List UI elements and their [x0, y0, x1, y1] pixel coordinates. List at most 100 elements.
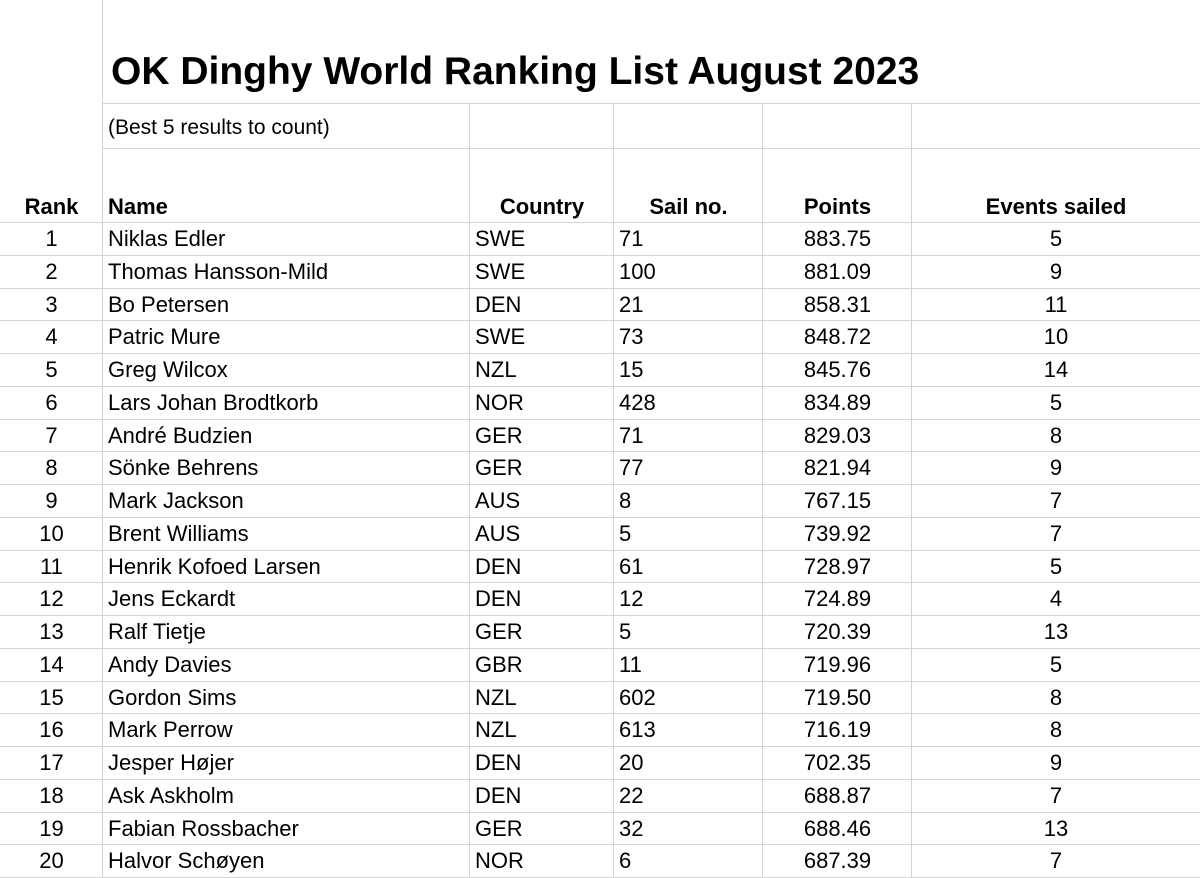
table-cell: Jesper Højer	[108, 750, 234, 775]
table-cell: 3	[45, 292, 58, 317]
table-cell: 428	[619, 390, 656, 415]
column-header: Events sailed	[985, 194, 1127, 219]
row-divider	[0, 451, 1200, 452]
table-cell: NOR	[475, 390, 524, 415]
table-cell: 5	[1049, 554, 1063, 579]
table-cell: 834.89	[803, 390, 872, 415]
row-divider	[0, 353, 1200, 354]
table-cell: 32	[619, 816, 644, 841]
sheet-subtitle: (Best 5 results to count)	[108, 116, 330, 139]
table-cell: 8	[619, 488, 632, 513]
table-cell: 821.94	[803, 455, 872, 480]
table-cell: 15	[39, 685, 64, 710]
table-cell: 18	[39, 783, 64, 808]
table-cell: 12	[619, 586, 644, 611]
table-cell: AUS	[475, 521, 521, 546]
row-divider	[0, 419, 1200, 420]
row-divider	[0, 812, 1200, 813]
table-cell: GER	[475, 423, 523, 448]
sheet-title: OK Dinghy World Ranking List August 2023	[111, 50, 920, 93]
table-cell: 5	[1049, 652, 1063, 677]
table-cell: 7	[45, 423, 58, 448]
table-cell: AUS	[475, 488, 521, 513]
table-cell: DEN	[475, 554, 522, 579]
table-cell: 716.19	[803, 717, 872, 742]
table-cell: 7	[1049, 783, 1063, 808]
table-cell: DEN	[475, 750, 522, 775]
column-header: Sail no.	[649, 194, 728, 219]
table-cell: 845.76	[803, 357, 872, 382]
table-cell: 883.75	[803, 226, 872, 251]
table-cell: 688.87	[803, 783, 872, 808]
table-cell: 829.03	[803, 423, 872, 448]
table-cell: 71	[619, 423, 644, 448]
row-divider	[0, 320, 1200, 321]
table-cell: 5	[619, 619, 632, 644]
table-cell: 719.50	[803, 685, 872, 710]
table-cell: 73	[619, 324, 644, 349]
table-cell: Niklas Edler	[108, 226, 226, 251]
table-cell: DEN	[475, 783, 522, 808]
table-cell: Ralf Tietje	[108, 619, 206, 644]
table-cell: 10	[39, 521, 64, 546]
table-cell: 22	[619, 783, 644, 808]
table-cell: 8	[1049, 717, 1063, 742]
table-cell: 881.09	[803, 259, 872, 284]
table-cell: Andy Davies	[108, 652, 232, 677]
table-cell: 19	[39, 816, 64, 841]
row-divider	[0, 681, 1200, 682]
table-cell: 12	[39, 586, 64, 611]
table-cell: 6	[45, 390, 58, 415]
table-cell: André Budzien	[108, 423, 253, 448]
column-divider	[613, 103, 614, 878]
table-cell: 5	[1049, 390, 1063, 415]
table-cell: 5	[45, 357, 58, 382]
table-cell: Thomas Hansson-Mild	[108, 259, 329, 284]
table-cell: Gordon Sims	[108, 685, 237, 710]
table-cell: 8	[45, 455, 58, 480]
column-header: Name	[108, 194, 168, 219]
table-cell: 61	[619, 554, 644, 579]
table-cell: 77	[619, 455, 644, 480]
row-divider	[0, 255, 1200, 256]
table-cell: 11	[619, 652, 642, 677]
table-cell: 16	[39, 717, 64, 742]
table-cell: 21	[619, 292, 644, 317]
table-cell: SWE	[475, 324, 526, 349]
column-divider	[911, 103, 912, 878]
table-cell: 767.15	[803, 488, 872, 513]
table-cell: 8	[1049, 423, 1063, 448]
table-cell: Sönke Behrens	[108, 455, 259, 480]
table-cell: GER	[475, 816, 523, 841]
table-cell: 728.97	[803, 554, 872, 579]
table-cell: NOR	[475, 848, 524, 873]
table-cell: 7	[1049, 488, 1063, 513]
row-divider	[0, 713, 1200, 714]
table-cell: Fabian Rossbacher	[108, 816, 299, 841]
table-cell: 9	[1049, 750, 1063, 775]
table-cell: Jens Eckardt	[108, 586, 236, 611]
table-cell: 7	[1049, 848, 1063, 873]
row-divider	[0, 386, 1200, 387]
table-cell: DEN	[475, 586, 522, 611]
row-divider	[0, 844, 1200, 845]
table-cell: 13	[1043, 816, 1069, 841]
row-divider	[0, 484, 1200, 485]
table-cell: 719.96	[803, 652, 872, 677]
table-cell: 14	[39, 652, 64, 677]
table-cell: 6	[619, 848, 632, 873]
table-cell: Patric Mure	[108, 324, 221, 349]
table-cell: 720.39	[803, 619, 872, 644]
table-cell: 9	[45, 488, 58, 513]
column-divider	[762, 103, 763, 878]
table-cell: Mark Perrow	[108, 717, 233, 742]
table-cell: SWE	[475, 259, 526, 284]
row-divider	[103, 103, 1200, 104]
table-cell: Bo Petersen	[108, 292, 230, 317]
table-cell: 1	[45, 226, 58, 251]
column-divider	[469, 103, 470, 878]
table-cell: Mark Jackson	[108, 488, 244, 513]
table-cell: 688.46	[803, 816, 872, 841]
table-cell: 20	[39, 848, 64, 873]
